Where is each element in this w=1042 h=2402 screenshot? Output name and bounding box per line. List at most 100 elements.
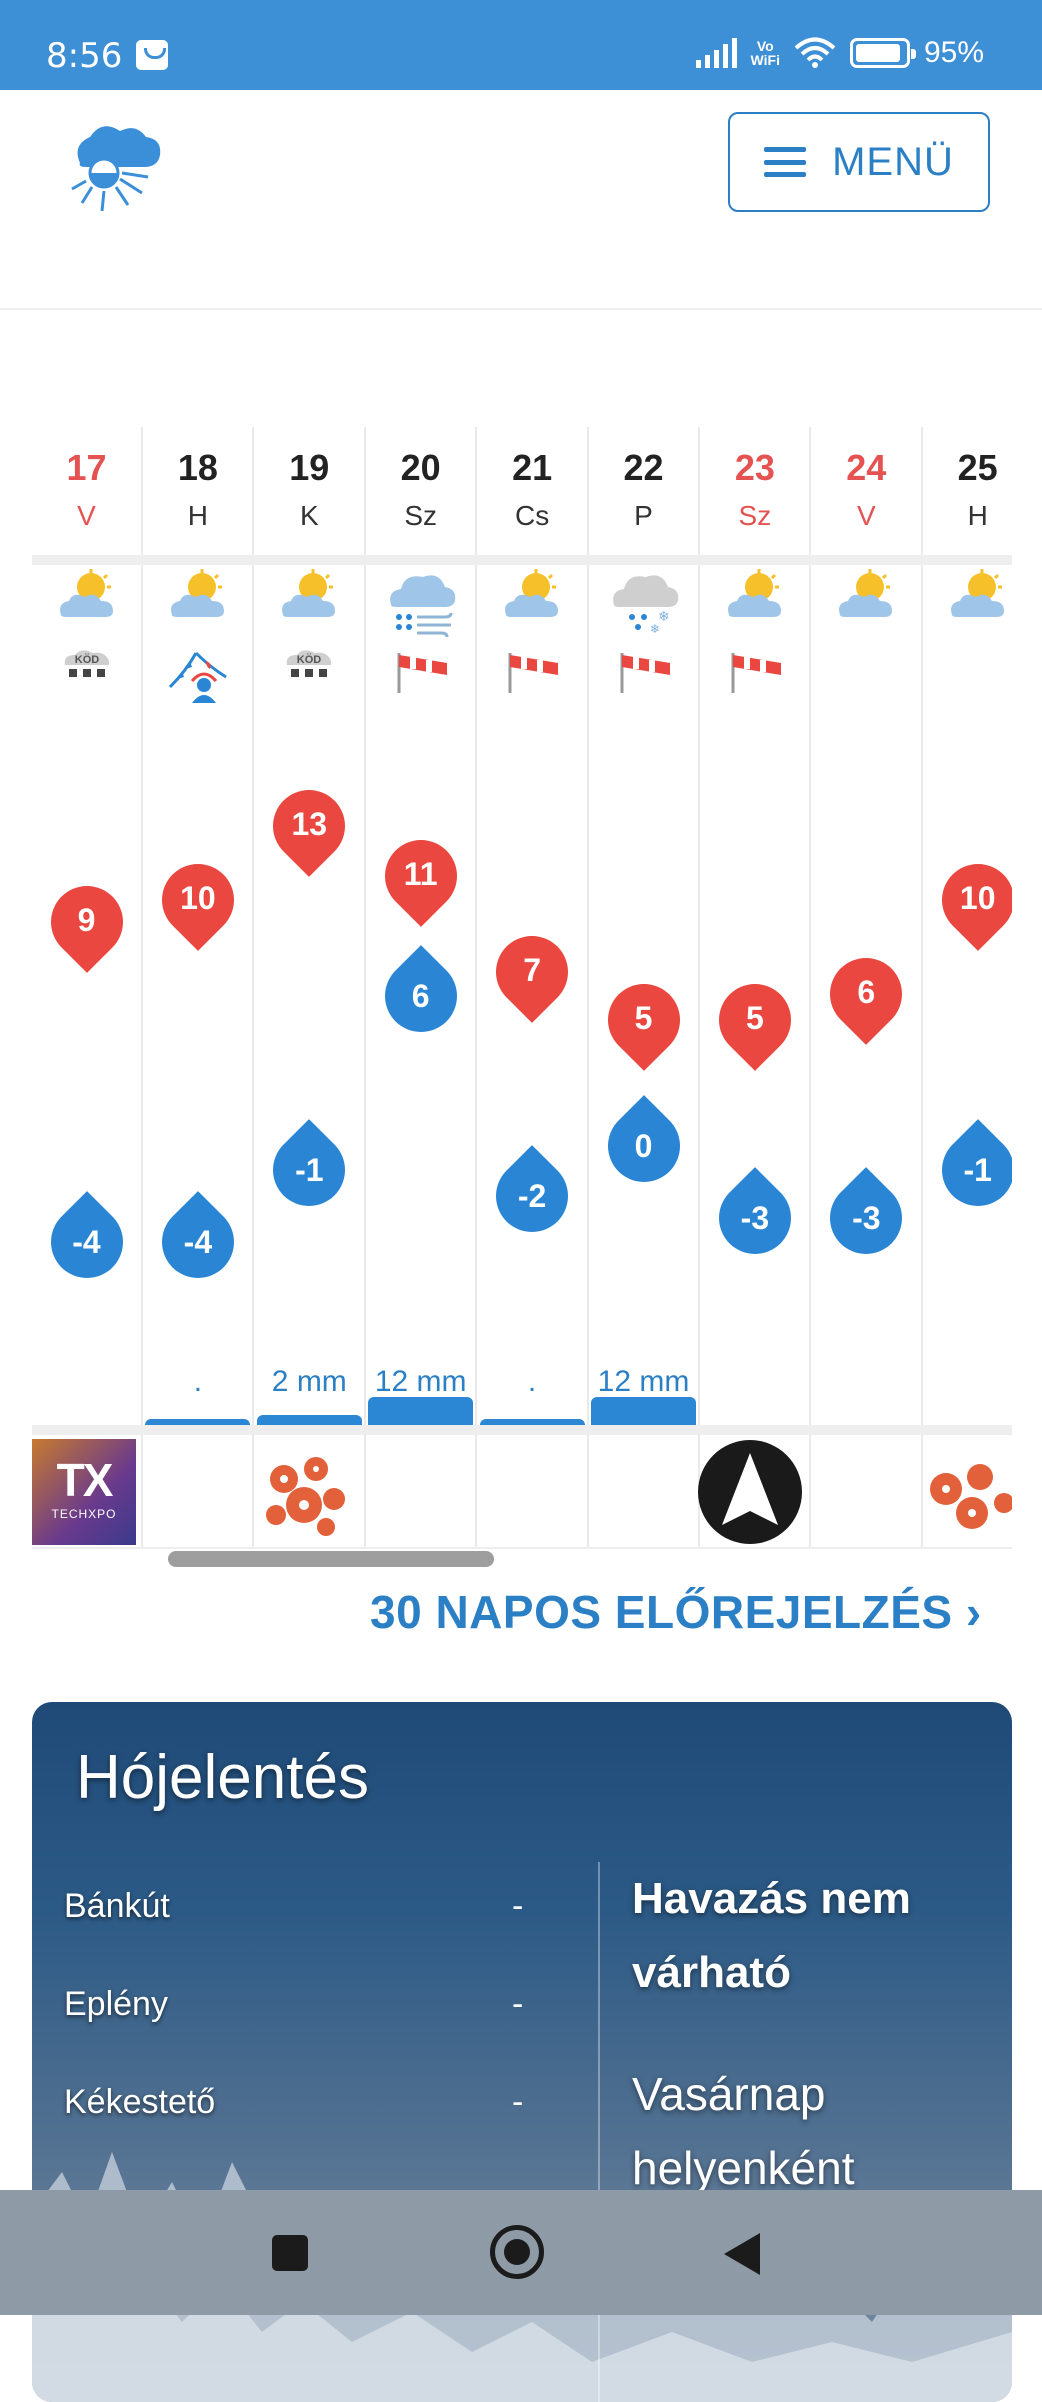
snow-report-title: Hójelentés [76,1743,369,1812]
vowifi-icon: Vo WiFi [750,38,780,68]
system-nav-bar [0,2190,1042,2315]
snow-location-value: - [512,1985,524,2023]
sun-cloud-icon [834,569,898,626]
chevron-right-icon: › [965,1586,982,1638]
battery-percent: 95% [923,36,984,69]
forecast-strip[interactable]: 17 V KÖD 9 -4 18 H 10 -4. 19 K KÖD 13 -1 2 mm 20 Sz 11 6 12… [32,427,1012,1549]
sun-cloud-icon [277,569,341,626]
precipitation-label: . [193,1365,203,1398]
back-button[interactable] [724,2233,760,2275]
status-bar: 8:56 Vo WiFi 95% [0,0,1042,90]
max-temp-label: 5 [745,1000,764,1036]
sun-cloud-icon [166,569,230,626]
svg-text:❄: ❄ [658,609,670,625]
day-column[interactable]: 25 H 10 -1 [923,427,1012,1549]
fog-icon: KÖD [277,647,341,688]
day-column[interactable]: 19 K KÖD 13 -1 2 mm [255,427,366,1549]
recent-apps-button[interactable] [272,2235,308,2271]
snow-location-name[interactable]: Eplény [64,1985,168,2023]
snow-report-divider [598,1862,600,2402]
day-name: H [187,500,208,531]
day-column[interactable]: 23 Sz 5 -3 [700,427,812,1549]
sponsor-row: TX TECHXPO [32,1435,1012,1549]
day-column[interactable]: 20 Sz 11 6 12 mm [366,427,478,1549]
precipitation-bar [145,1419,251,1425]
arrow-circle-ad[interactable] [696,1439,804,1545]
max-temp-label: 6 [857,974,876,1010]
folk-flower-ad[interactable] [254,1439,358,1545]
day-column[interactable]: 21 Cs 7 -2. [478,427,589,1549]
wifi-icon [794,37,836,68]
sun-cloud-icon [946,569,1010,626]
forecast-bottom-divider [32,1425,1012,1435]
day-name: V [856,500,876,531]
day-column[interactable]: 22 P ❄ ❄ 5 0 12 mm [589,427,700,1549]
sun-cloud-icon [723,569,787,626]
techxpo-logo-text: TX [56,1454,114,1506]
day-column[interactable]: 18 H 10 -4. [143,427,255,1549]
max-temp-label: 10 [959,880,996,916]
snow-location-value: - [512,2083,524,2121]
min-temp-label: -3 [852,1200,881,1236]
day-name: Sz [738,500,772,531]
max-temp-label: 10 [180,880,216,916]
day-number: 17 [66,447,107,488]
horizontal-scrollbar[interactable] [168,1551,494,1567]
snow-rain-icon: ❄ ❄ [608,569,680,640]
day-name: Cs [514,500,550,531]
windsock-icon [612,647,676,700]
day-number: 22 [623,447,664,488]
precipitation-bar [479,1419,585,1425]
home-button[interactable] [490,2225,544,2279]
day-number: 21 [512,447,553,488]
precipitation-bar [256,1415,362,1425]
min-temp-label: -2 [517,1178,547,1214]
svg-text:❄: ❄ [650,622,660,635]
precipitation-bar [591,1397,696,1425]
min-temp-label: -3 [740,1200,770,1236]
snow-location-value: - [512,1887,524,1925]
sun-cloud-icon [500,569,564,626]
day-number: 24 [846,447,887,488]
hamburger-icon [764,147,807,177]
day-header: 25 H [923,427,1012,555]
thirty-day-forecast-link[interactable]: 30 NAPOS ELŐREJELZÉS › [370,1585,982,1639]
snow-headline: Havazás nem várható [632,1874,911,1997]
day-header: 17 V [32,427,141,555]
snow-location-name[interactable]: Bánkút [64,1887,170,1925]
day-column[interactable]: 24 V 6 -3 [812,427,923,1549]
min-temp-label: -1 [295,1152,324,1188]
day-header: 19 K [255,427,364,555]
max-temp-label: 9 [77,902,96,938]
sun-cloud-icon [55,569,119,626]
windsock-icon [723,647,787,700]
status-icons: Vo WiFi 95% [695,36,984,70]
svg-text:KÖD: KÖD [297,653,322,666]
notification-icon [136,40,168,70]
precipitation-bar [368,1397,474,1425]
min-temp-label: 6 [411,978,430,1014]
min-temp-label: -1 [963,1152,992,1188]
precipitation-label: 2 mm [271,1365,347,1398]
snow-location-name[interactable]: Kékestető [64,2083,216,2121]
windsock-icon [500,647,564,700]
header-divider [32,555,1012,565]
windsock-icon [389,647,453,700]
day-header: 20 Sz [366,427,475,555]
folk-flower-ad-2[interactable] [922,1439,1012,1545]
min-temp-label: -4 [183,1224,213,1260]
max-temp-label: 11 [403,856,438,892]
signal-icon [695,38,737,68]
rain-wind-icon [385,569,457,644]
day-name: H [967,500,988,531]
techxpo-logo-sub: TECHXPO [51,1507,117,1521]
day-header: 18 H [143,427,252,555]
day-number: 20 [400,447,441,488]
precipitation-label: 12 mm [597,1365,690,1398]
sun-cloud-logo[interactable] [62,115,164,213]
day-column[interactable]: 17 V KÖD 9 -4 [32,427,143,1549]
fog-icon: KÖD [55,647,119,688]
menu-button[interactable]: MENÜ [728,112,990,212]
techxpo-ad[interactable]: TX TECHXPO [32,1439,136,1545]
menu-label: MENÜ [832,139,954,184]
